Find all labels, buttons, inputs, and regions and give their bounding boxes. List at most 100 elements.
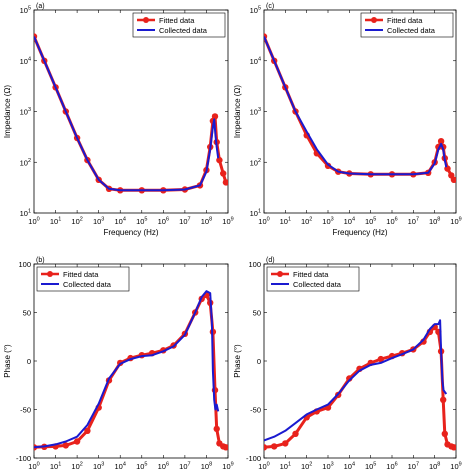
panel-3-x-tick-label: 108: [429, 462, 440, 472]
panel-3-x-tick-label: 106: [386, 462, 397, 472]
panel-1-x-axis-label: Frequency (Hz): [332, 228, 387, 237]
panel-3-collected-data-line: [264, 319, 448, 442]
panel-2-x-tick-label: 109: [222, 462, 233, 472]
panel-0-x-tick-label: 109: [222, 217, 233, 227]
panel-1-y-tick-label: 104: [250, 56, 261, 66]
panel-0-panel-label: (a): [36, 3, 45, 10]
panel-2-panel-label: (b): [36, 257, 45, 264]
panel-0-y-tick-label: 101: [20, 209, 31, 219]
panel-0-x-tick-label: 106: [158, 217, 169, 227]
panel-0-y-tick-label: 104: [20, 56, 31, 66]
panel-3-y-tick-label: -100: [246, 454, 261, 463]
panel-1-legend-marker-fitted: [371, 17, 377, 23]
panel-1-y-tick-label: 105: [250, 6, 261, 16]
panel-3-legend-box: [266, 266, 360, 292]
panel-0-fitted-data-line: [34, 35, 228, 192]
panel-2-y-tick-label: 50: [23, 309, 31, 318]
panel-3-y-tick-label: 50: [253, 309, 261, 318]
panel-0-x-tick-label: 105: [136, 217, 147, 227]
panel-2-fitted-data-point: [62, 442, 69, 449]
panel-0-x-axis-label: Frequency (Hz): [103, 228, 158, 237]
panel-3-axes-frame: [263, 263, 457, 459]
panel-3-fitted-data-point: [264, 444, 268, 451]
panel-1-x-tick-label: 102: [301, 217, 312, 227]
panel-2-x-tick-label: 103: [93, 462, 104, 472]
panel-3-x-tick-label: 109: [450, 462, 461, 472]
panel-2-legend-label-collected: Collected data: [63, 280, 112, 289]
panel-0-collected-data-line: [34, 36, 220, 192]
panel-d: (d) 100 101 102 103 104 105 106 107 108 109 -100 -50…: [233, 257, 462, 471]
panel-0-fitted-data-point: [222, 179, 228, 186]
panel-0-x-tick-label: 104: [115, 217, 126, 227]
panel-2-collected-data-line: [34, 290, 220, 449]
panel-3-panel-label: (d): [266, 257, 275, 264]
panel-0-y-tick-label: 103: [20, 107, 31, 117]
panel-3-fitted-data-line: [264, 325, 455, 449]
panel-0-x-tick-label: 107: [179, 217, 190, 227]
panel-1-x-tick-label: 104: [344, 217, 355, 227]
panel-3-fitted-data-point: [440, 396, 447, 403]
panel-3-x-tick-label: 100: [258, 462, 269, 472]
panel-1-fitted-data-line: [264, 35, 456, 181]
panel-a: (a)100 101 102 103 104 105 106 107 108 1091011021…: [3, 3, 234, 237]
panel-2-x-tick-label: 108: [201, 462, 212, 472]
panel-b: (b) 100 101 102 103 104 105 106 107 108 109 -100 -50…: [3, 257, 234, 471]
panel-3-fitted-data-point: [450, 444, 456, 451]
panel-0-x-tick-label: 102: [71, 217, 82, 227]
panel-0-x-tick-label: 100: [28, 217, 39, 227]
panel-0-x-tick-label: 101: [50, 217, 61, 227]
panel-1-legend-box: [360, 12, 454, 38]
panel-0-fitted-data-point: [216, 156, 223, 164]
panel-0-y-axis-label: Impedance (Ω): [3, 85, 12, 138]
panel-0-legend-label-fitted: Fitted data: [159, 16, 195, 25]
panel-2-legend-marker-fitted: [47, 271, 53, 277]
panel-2-fitted-data-point: [222, 444, 228, 451]
panel-0-y-tick-label: 102: [20, 158, 31, 168]
panel-1-y-axis-label: Impedance (Ω): [233, 85, 242, 138]
panel-3-x-tick-label: 101: [280, 462, 291, 472]
panel-1-x-tick-label: 105: [365, 217, 376, 227]
panel-1-x-tick-label: 109: [450, 217, 461, 227]
panel-2-fitted-data-line: [34, 293, 227, 449]
panel-3-fitted-data-point: [441, 430, 448, 437]
panel-3-legend-label-fitted: Fitted data: [293, 270, 329, 279]
panel-0-legend-box: [132, 12, 226, 38]
panel-2-y-tick-label: -100: [16, 454, 31, 463]
panel-3-y-tick-label: 100: [248, 260, 261, 269]
panel-3-x-tick-label: 105: [365, 462, 376, 472]
panel-1-legend-label-collected: Collected data: [387, 26, 436, 35]
panel-2-x-tick-label: 106: [158, 462, 169, 472]
panel-1-x-tick-label: 106: [386, 217, 397, 227]
panel-0-fitted-data-point: [220, 170, 227, 177]
panel-1-y-tick-label: 103: [250, 107, 261, 117]
panel-2-y-axis-label: Phase (°): [3, 344, 12, 378]
panel-0-y-tick-label: 105: [20, 6, 31, 16]
panel-0-x-tick-label: 103: [93, 217, 104, 227]
panel-1-x-tick-label: 108: [429, 217, 440, 227]
panel-2-y-tick-label: 100: [18, 260, 31, 269]
panel-1-fitted-data-point: [450, 176, 456, 183]
panel-1-x-tick-label: 101: [280, 217, 291, 227]
panel-2-x-tick-label: 101: [50, 462, 61, 472]
panel-1-x-tick-label: 107: [408, 217, 419, 227]
panel-0-x-tick-label: 108: [201, 217, 212, 227]
panel-2-fitted-data-point: [84, 427, 91, 434]
panel-1-y-tick-label: 102: [250, 158, 261, 168]
panel-0-legend-label-collected: Collected data: [159, 26, 208, 35]
panel-3-fitted-data-point: [377, 355, 384, 363]
panel-3-x-tick-label: 107: [408, 462, 419, 472]
panel-3-fitted-data-point: [271, 443, 278, 450]
panel-3-y-tick-label: -50: [250, 406, 261, 415]
panel-2-fitted-data-point: [213, 425, 220, 433]
panel-3-fitted-data-point: [282, 440, 289, 447]
panel-2-x-tick-label: 100: [28, 462, 39, 472]
panel-3-y-tick-label: 0: [257, 357, 261, 366]
panel-3-x-tick-label: 103: [322, 462, 333, 472]
panel-3-legend-label-collected: Collected data: [293, 280, 342, 289]
panel-2-legend-label-fitted: Fitted data: [63, 270, 99, 279]
panel-2-legend-box: [36, 266, 130, 292]
panel-1-panel-label: (c): [266, 3, 274, 10]
panel-2-y-tick-label: 0: [27, 357, 31, 366]
panel-1-collected-data-line: [264, 36, 448, 176]
